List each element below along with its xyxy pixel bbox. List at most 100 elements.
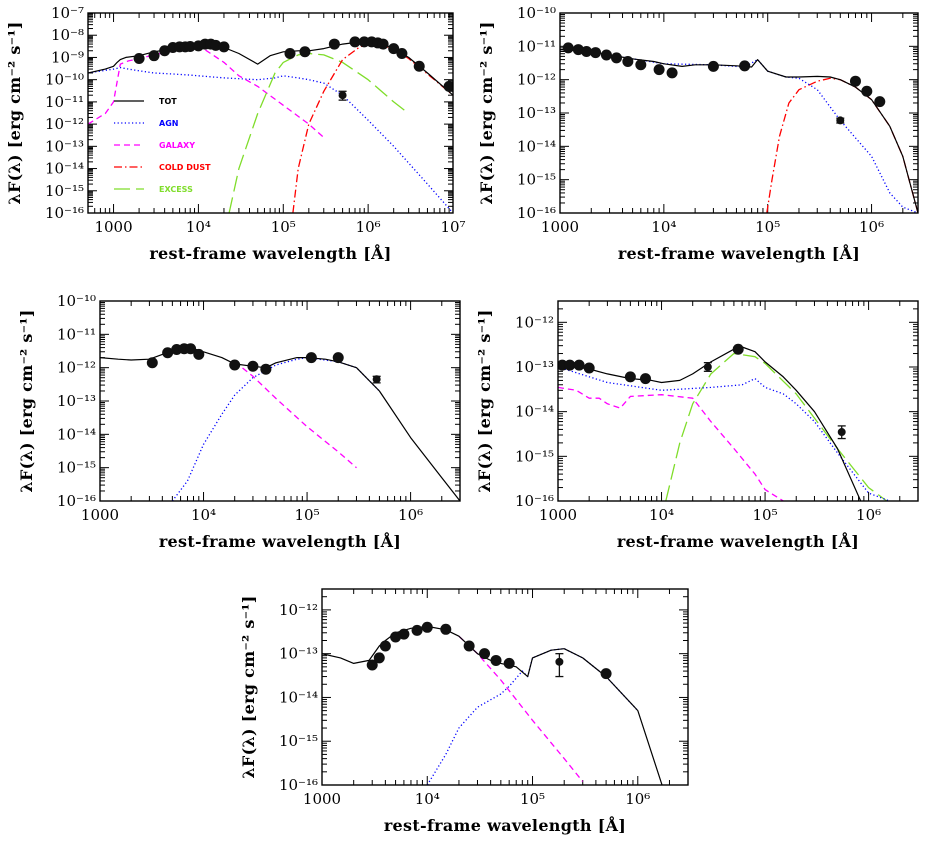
data-point xyxy=(260,363,272,375)
data-point xyxy=(377,38,389,50)
x-tick-label: 10⁴ xyxy=(651,218,676,236)
y-tick-label: 10⁻¹³ xyxy=(279,645,318,663)
sed-panel-4: 1000 10⁴ 10⁵ 10⁶ 10⁻¹⁶ 10⁻¹⁵ 10⁻¹⁴ 10⁻¹³ 10⁻¹² re… xyxy=(475,300,919,551)
data-point xyxy=(373,652,385,664)
data-point xyxy=(411,624,423,636)
y-tick-label: 10⁻¹¹ xyxy=(517,37,556,55)
y-tick-label: 10⁻¹³ xyxy=(57,392,96,410)
data-point xyxy=(366,659,378,671)
data-point xyxy=(284,48,296,60)
y-tick-label: 10⁻¹³ xyxy=(517,104,556,122)
y-tick-label: 10⁻¹⁶ xyxy=(45,204,84,222)
axes-frame xyxy=(87,12,454,214)
y-axis-title: λF(λ) [erg cm⁻² s⁻¹] xyxy=(477,21,496,204)
y-tick-label: 10⁻¹⁰ xyxy=(57,292,96,310)
axes-frame xyxy=(321,588,689,786)
data-point xyxy=(440,623,452,635)
data-point xyxy=(332,352,344,364)
data-point xyxy=(600,668,612,680)
legend-label: COLD DUST xyxy=(159,163,211,172)
data-point xyxy=(421,621,433,633)
x-tick-label: 10⁶ xyxy=(625,790,650,808)
data-point xyxy=(622,56,634,68)
y-tick-label: 10⁻¹² xyxy=(279,601,318,619)
x-tick-label: 10⁵ xyxy=(271,218,296,236)
data-point xyxy=(581,45,593,57)
data-point xyxy=(590,47,602,59)
data-point xyxy=(372,375,381,384)
x-tick-label: 10⁶ xyxy=(856,506,881,524)
data-point xyxy=(583,362,595,374)
x-tick-label: 10⁴ xyxy=(415,790,440,808)
plot-area xyxy=(88,36,453,213)
data-point xyxy=(849,75,861,87)
data-point xyxy=(388,43,400,55)
y-tick-label: 10⁻¹⁰ xyxy=(517,4,556,22)
data-point xyxy=(861,85,873,97)
data-point xyxy=(503,657,515,669)
data-point xyxy=(703,362,712,371)
x-axis-title: rest-frame wavelength [Å] xyxy=(384,814,626,835)
sed-panel-1: 1000 10⁴ 10⁵ 10⁶ 10⁷ 10⁻¹⁶ 10⁻¹⁵ 10⁻¹⁴ 10⁻¹³ 10⁻¹… xyxy=(5,4,466,263)
data-point xyxy=(184,41,196,53)
y-tick-label: 10⁻¹⁴ xyxy=(515,403,554,421)
x-tick-label: 10⁶ xyxy=(859,218,884,236)
axes-frame xyxy=(557,300,919,502)
y-tick-label: 10⁻¹⁶ xyxy=(279,776,318,794)
data-point xyxy=(299,46,311,58)
data-point xyxy=(443,80,453,92)
data-point xyxy=(218,41,230,53)
data-point xyxy=(247,360,259,372)
data-point xyxy=(349,36,361,48)
x-tick-label: 10⁵ xyxy=(520,790,545,808)
y-tick-label: 10⁻¹² xyxy=(515,313,554,331)
x-tick-label: 10⁶ xyxy=(356,218,381,236)
series-agn xyxy=(560,48,918,213)
series-galaxy xyxy=(234,361,357,469)
data-point xyxy=(564,359,576,371)
y-tick-label: 10⁻¹⁵ xyxy=(279,732,318,750)
y-tick-label: 10⁻¹² xyxy=(517,71,556,89)
x-tick-label: 10⁴ xyxy=(649,506,674,524)
data-point xyxy=(739,60,751,72)
data-point xyxy=(573,359,585,371)
x-tick-label: 1000 xyxy=(81,506,119,524)
data-point xyxy=(874,96,886,108)
data-point xyxy=(666,67,678,79)
legend: TOT AGN GALAXY COLD DUST EXCESS xyxy=(114,97,211,194)
y-axis-title: λF(λ) [erg cm⁻² s⁻¹] xyxy=(239,595,258,778)
data-point xyxy=(148,50,160,62)
sed-panel-3: 1000 10⁴ 10⁵ 10⁶ 10⁻¹⁶ 10⁻¹⁵ 10⁻¹⁴ 10⁻¹³ 10⁻¹² 10… xyxy=(17,292,461,551)
data-point xyxy=(146,357,158,369)
data-point xyxy=(305,352,317,364)
data-point xyxy=(490,654,502,666)
y-tick-label: 10⁻¹¹ xyxy=(57,325,96,343)
data-point xyxy=(463,640,475,652)
x-tick-label: 1000 xyxy=(539,506,577,524)
axes-frame xyxy=(559,12,919,214)
data-point xyxy=(837,428,846,437)
plot-area xyxy=(100,343,460,501)
data-point xyxy=(133,52,145,64)
legend-label: TOT xyxy=(159,97,177,106)
series-tot xyxy=(558,346,862,501)
y-tick-label: 10⁻¹² xyxy=(57,359,96,377)
plot-area xyxy=(322,621,663,785)
x-tick-label: 10⁶ xyxy=(398,506,423,524)
legend-label: EXCESS xyxy=(159,185,193,194)
y-tick-label: 10⁻¹³ xyxy=(45,137,84,155)
data-point xyxy=(162,347,174,359)
data-point xyxy=(836,116,845,125)
data-point xyxy=(707,60,719,72)
data-point xyxy=(562,42,574,54)
y-tick-label: 10⁻¹⁴ xyxy=(517,137,556,155)
data-point xyxy=(639,373,651,385)
data-point xyxy=(413,60,425,72)
sed-panel-2: 1000 10⁴ 10⁵ 10⁶ 10⁻¹⁶ 10⁻¹⁵ 10⁻¹⁴ 10⁻¹³ 10⁻¹² 10… xyxy=(477,4,919,263)
data-point xyxy=(732,343,744,355)
x-tick-label: 10⁷ xyxy=(440,218,465,236)
data-point xyxy=(396,48,408,60)
data-point xyxy=(379,640,391,652)
series-galaxy xyxy=(88,48,325,138)
x-axis-title: rest-frame wavelength [Å] xyxy=(617,530,859,551)
